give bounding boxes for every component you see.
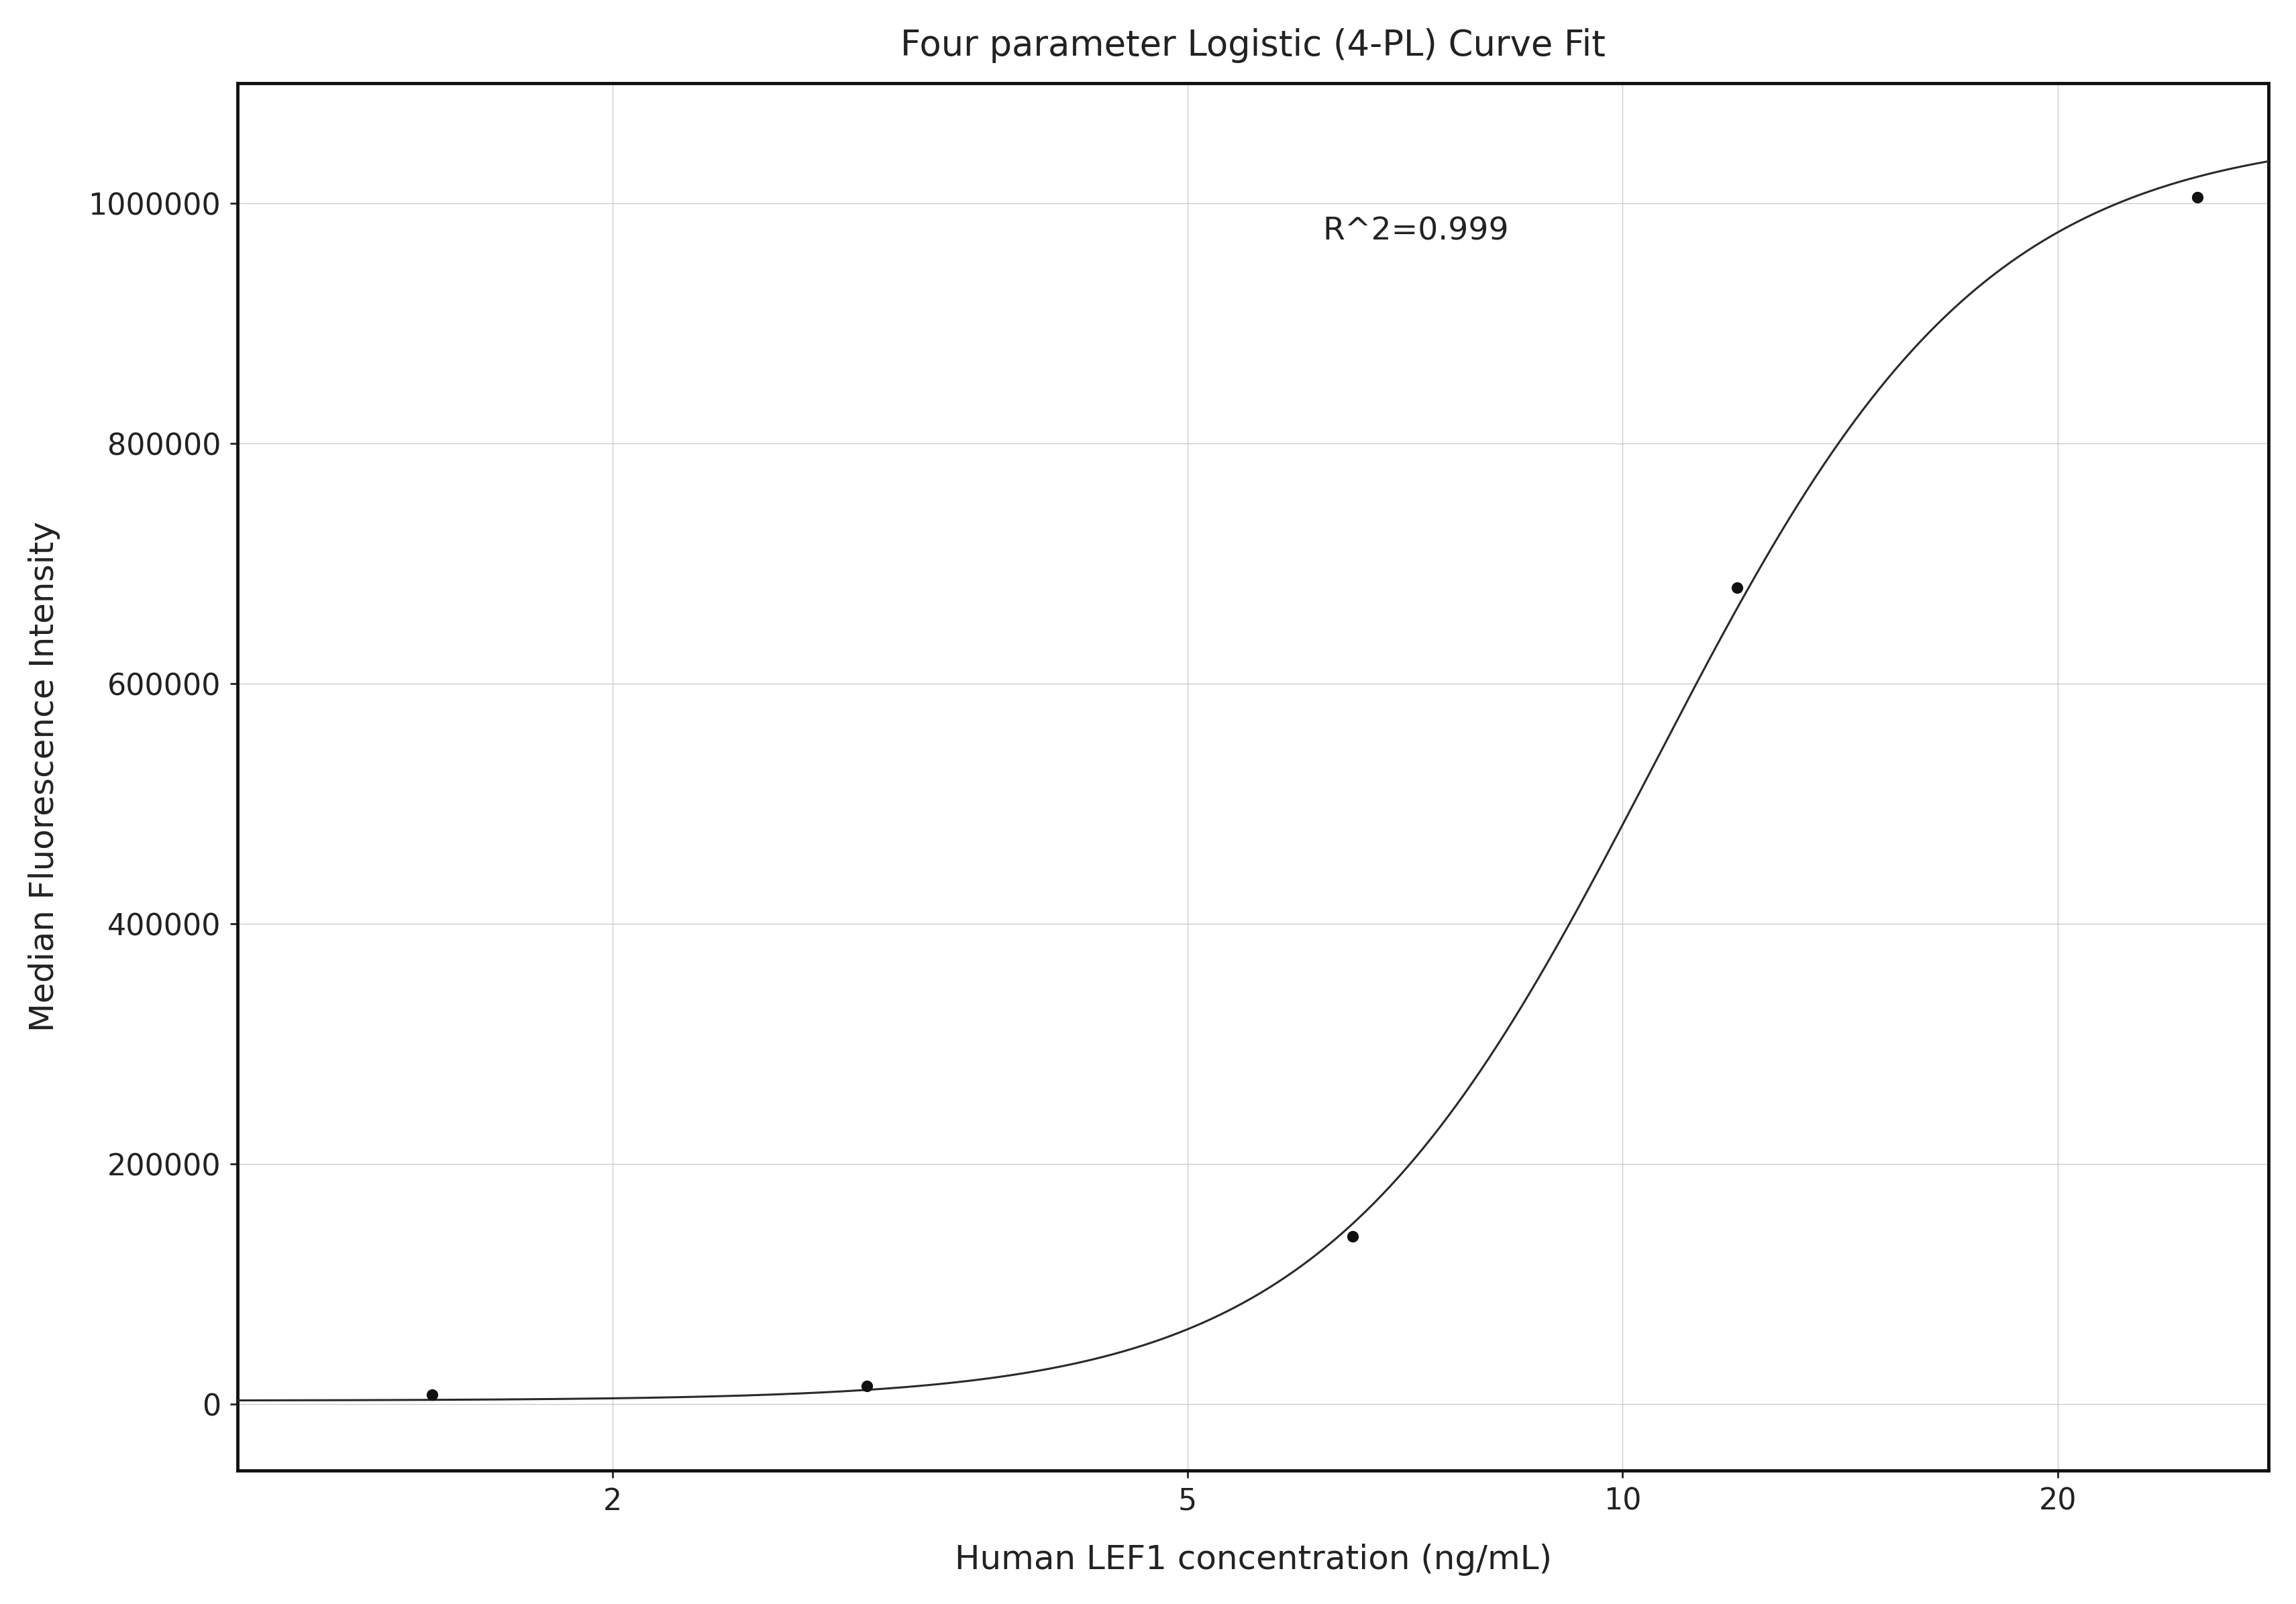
Point — [1717, 574, 1754, 600]
Text: R^2=0.999: R^2=0.999 — [1322, 217, 1508, 247]
X-axis label: Human LEF1 concentration (ng/mL): Human LEF1 concentration (ng/mL) — [955, 1543, 1552, 1577]
Y-axis label: Median Fluorescence Intensity: Median Fluorescence Intensity — [28, 521, 60, 1031]
Point — [1334, 1224, 1371, 1250]
Point — [850, 1373, 886, 1399]
Point — [2179, 184, 2216, 210]
Point — [413, 1381, 450, 1407]
Title: Four parameter Logistic (4-PL) Curve Fit: Four parameter Logistic (4-PL) Curve Fit — [900, 27, 1605, 63]
